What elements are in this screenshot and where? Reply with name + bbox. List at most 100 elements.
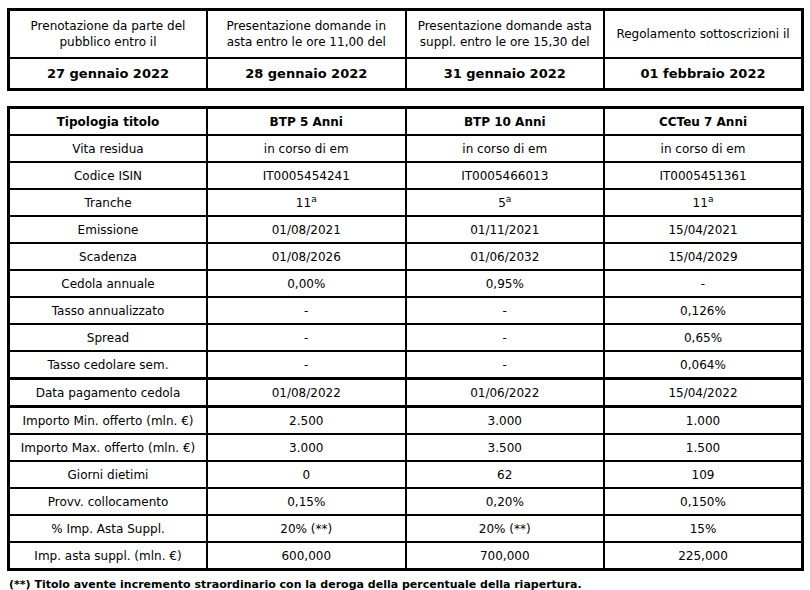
row-value: 3.000 — [207, 434, 406, 461]
table-row: Importo Max. offerto (mln. €)3.0003.5001… — [9, 434, 803, 461]
row-value: 1.000 — [604, 407, 803, 435]
ordinal-superscript: a — [708, 194, 714, 204]
row-value: IT0005466013 — [406, 162, 605, 189]
row-value: 20% (**) — [406, 515, 605, 542]
securities-header-row: Tipologia titoloBTP 5 AnniBTP 10 AnniCCT… — [9, 108, 803, 136]
securities-column-header: BTP 5 Anni — [207, 108, 406, 136]
table-row: Cedola annuale0,00%0,95%- — [9, 270, 803, 297]
row-value: - — [406, 324, 605, 351]
row-value: 700,000 — [406, 542, 605, 570]
securities-table: Tipologia titoloBTP 5 AnniBTP 10 AnniCCT… — [7, 106, 804, 571]
schedule-header-cell: Presentazione domande in asta entro le o… — [207, 10, 406, 59]
table-row: Imp. asta suppl. (mln. €)600,000700,0002… — [9, 542, 803, 570]
row-value: 2.500 — [207, 407, 406, 435]
row-value: 3.000 — [406, 407, 605, 435]
row-label: Scadenza — [9, 243, 208, 270]
table-row: Tasso cedolare sem.--0,064% — [9, 351, 803, 379]
row-label: Tasso annualizzato — [9, 297, 208, 324]
row-label: Importo Max. offerto (mln. €) — [9, 434, 208, 461]
row-value: 01/08/2021 — [207, 216, 406, 243]
row-label: Giorni dietimi — [9, 461, 208, 488]
row-label: Provv. collocamento — [9, 488, 208, 515]
schedule-header-cell: Regolamento sottoscrizioni il — [604, 10, 803, 59]
row-value: 01/08/2022 — [207, 379, 406, 407]
row-value: 15% — [604, 515, 803, 542]
row-value: 20% (**) — [207, 515, 406, 542]
row-value: 0,00% — [207, 270, 406, 297]
row-value: - — [207, 324, 406, 351]
row-value: 600,000 — [207, 542, 406, 570]
row-label: Imp. asta suppl. (mln. €) — [9, 542, 208, 570]
table-row: % Imp. Asta Suppl.20% (**)20% (**)15% — [9, 515, 803, 542]
row-value: in corso di em — [207, 135, 406, 162]
table-row: Scadenza01/08/202601/06/203215/04/2029 — [9, 243, 803, 270]
row-value: 01/06/2032 — [406, 243, 605, 270]
table-row: Data pagamento cedola01/08/202201/06/202… — [9, 379, 803, 407]
row-value: 62 — [406, 461, 605, 488]
row-label: Emissione — [9, 216, 208, 243]
row-value: - — [604, 270, 803, 297]
schedule-date-cell: 28 gennaio 2022 — [207, 58, 406, 90]
row-label: Codice ISIN — [9, 162, 208, 189]
row-value: 01/06/2022 — [406, 379, 605, 407]
row-value: 0,064% — [604, 351, 803, 379]
table-row: Emissione01/08/202101/11/202115/04/2021 — [9, 216, 803, 243]
row-value: 15/04/2021 — [604, 216, 803, 243]
row-label: Tasso cedolare sem. — [9, 351, 208, 379]
row-value: 0,126% — [604, 297, 803, 324]
table-row: Giorni dietimi062109 — [9, 461, 803, 488]
row-value: in corso di em — [406, 135, 605, 162]
row-label: Cedola annuale — [9, 270, 208, 297]
row-label: Vita residua — [9, 135, 208, 162]
row-value: 0 — [207, 461, 406, 488]
schedule-header-row: Prenotazione da parte del pubblico entro… — [9, 10, 803, 59]
schedule-date-cell: 01 febbraio 2022 — [604, 58, 803, 90]
row-value: 0,20% — [406, 488, 605, 515]
auction-schedule-table: Prenotazione da parte del pubblico entro… — [7, 8, 804, 91]
row-value: 01/08/2026 — [207, 243, 406, 270]
securities-column-header: CCTeu 7 Anni — [604, 108, 803, 136]
row-value: in corso di em — [604, 135, 803, 162]
row-value: 15/04/2029 — [604, 243, 803, 270]
row-value: 3.500 — [406, 434, 605, 461]
table-row: Vita residuain corso di emin corso di em… — [9, 135, 803, 162]
row-value: 225,000 — [604, 542, 803, 570]
schedule-header-cell: Presentazione domande asta suppl. entro … — [406, 10, 605, 59]
row-value: - — [207, 297, 406, 324]
schedule-date-cell: 27 gennaio 2022 — [9, 58, 208, 90]
row-value: 0,150% — [604, 488, 803, 515]
securities-column-header: BTP 10 Anni — [406, 108, 605, 136]
row-value: 5a — [406, 189, 605, 216]
row-value: 109 — [604, 461, 803, 488]
row-value: 15/04/2022 — [604, 379, 803, 407]
table-row: Codice ISINIT0005454241IT0005466013IT000… — [9, 162, 803, 189]
document-page: Prenotazione da parte del pubblico entro… — [0, 0, 810, 590]
securities-header-label: Tipologia titolo — [9, 108, 208, 136]
ordinal-superscript: a — [506, 194, 512, 204]
schedule-date-cell: 31 gennaio 2022 — [406, 58, 605, 90]
row-value: - — [207, 351, 406, 379]
row-label: Tranche — [9, 189, 208, 216]
row-value: 1.500 — [604, 434, 803, 461]
row-value: - — [406, 297, 605, 324]
table-row: Tranche11a5a11a — [9, 189, 803, 216]
row-label: Importo Min. offerto (mln. €) — [9, 407, 208, 435]
row-value: IT0005451361 — [604, 162, 803, 189]
row-value: IT0005454241 — [207, 162, 406, 189]
row-label: % Imp. Asta Suppl. — [9, 515, 208, 542]
ordinal-superscript: a — [311, 194, 317, 204]
row-label: Data pagamento cedola — [9, 379, 208, 407]
row-value: 11a — [604, 189, 803, 216]
row-value: 0,15% — [207, 488, 406, 515]
row-value: - — [406, 351, 605, 379]
row-label: Spread — [9, 324, 208, 351]
row-value: 11a — [207, 189, 406, 216]
row-value: 01/11/2021 — [406, 216, 605, 243]
table-row: Importo Min. offerto (mln. €)2.5003.0001… — [9, 407, 803, 435]
schedule-header-cell: Prenotazione da parte del pubblico entro… — [9, 10, 208, 59]
table-row: Spread--0,65% — [9, 324, 803, 351]
table-row: Provv. collocamento0,15%0,20%0,150% — [9, 488, 803, 515]
footnote: (**) Titolo avente incremento straordina… — [9, 578, 810, 590]
table-row: Tasso annualizzato--0,126% — [9, 297, 803, 324]
schedule-dates-row: 27 gennaio 202228 gennaio 202231 gennaio… — [9, 58, 803, 90]
